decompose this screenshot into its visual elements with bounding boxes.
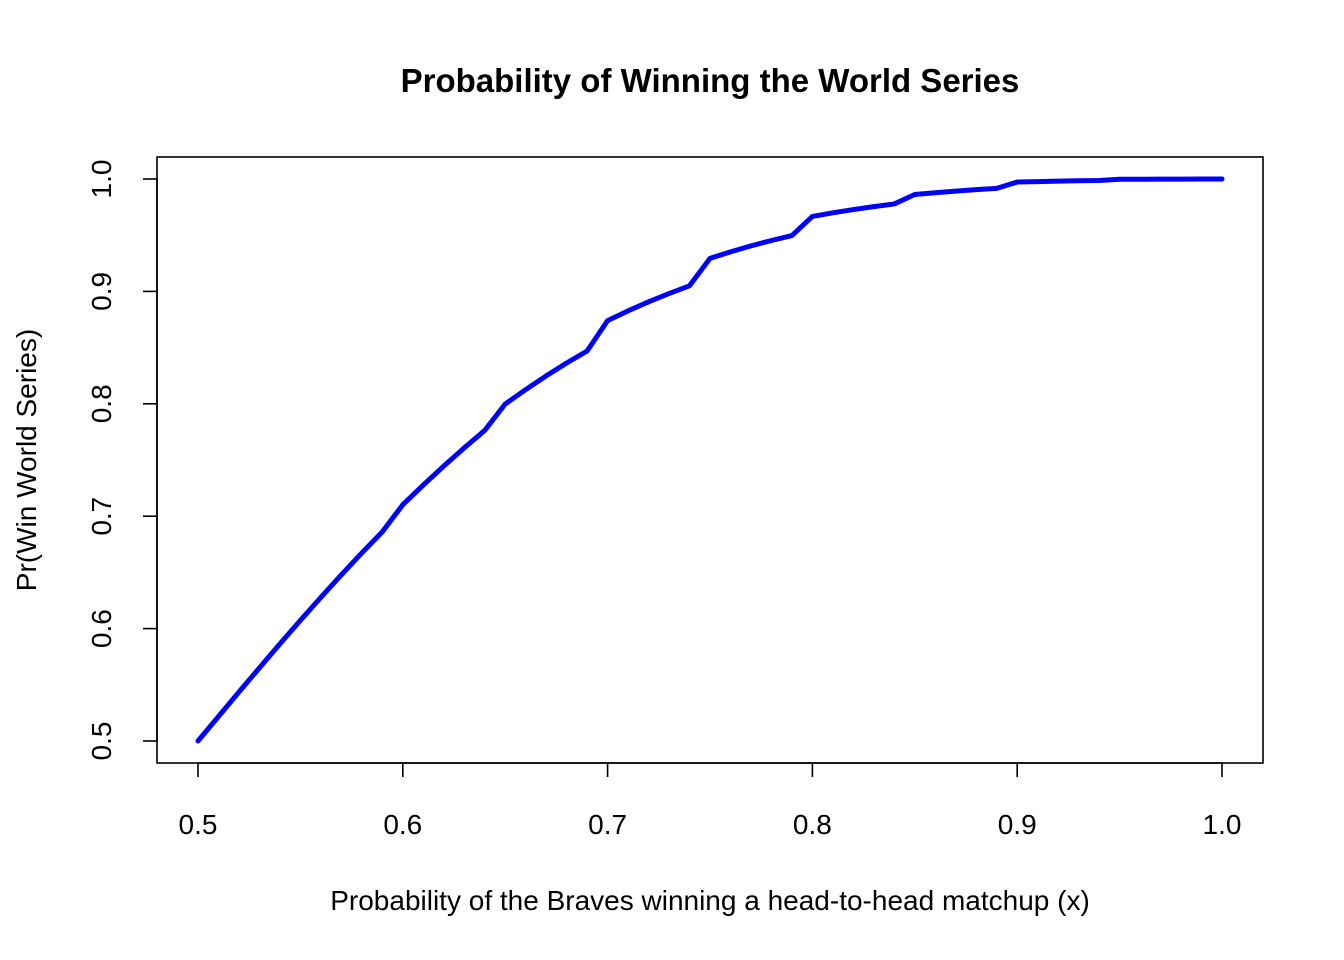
x-tick-label: 0.8 — [793, 809, 832, 840]
y-axis-label: Pr(Win World Series) — [11, 329, 42, 591]
x-tick-label: 0.6 — [383, 809, 422, 840]
plot-area-box — [156, 156, 1264, 764]
x-tick-label: 0.7 — [588, 809, 627, 840]
x-axis: 0.5 0.6 0.7 0.8 0.9 1.0 — [179, 762, 1242, 840]
y-axis: 0.5 0.6 0.7 0.8 0.9 1.0 — [86, 160, 158, 761]
y-tick-label: 0.6 — [86, 609, 117, 648]
x-tick-label: 1.0 — [1203, 809, 1242, 840]
y-tick-label: 0.8 — [86, 384, 117, 423]
y-tick-label: 0.7 — [86, 497, 117, 536]
x-tick-label: 0.5 — [179, 809, 218, 840]
y-tick-label: 0.5 — [86, 722, 117, 761]
series-line-0 — [195, 176, 1225, 744]
x-tick-label: 0.9 — [998, 809, 1037, 840]
chart-title: Probability of Winning the World Series — [401, 62, 1020, 99]
y-tick-label: 1.0 — [86, 160, 117, 199]
x-axis-label: Probability of the Braves winning a head… — [330, 885, 1090, 916]
series-layer — [195, 176, 1225, 744]
y-tick-label: 0.9 — [86, 272, 117, 311]
